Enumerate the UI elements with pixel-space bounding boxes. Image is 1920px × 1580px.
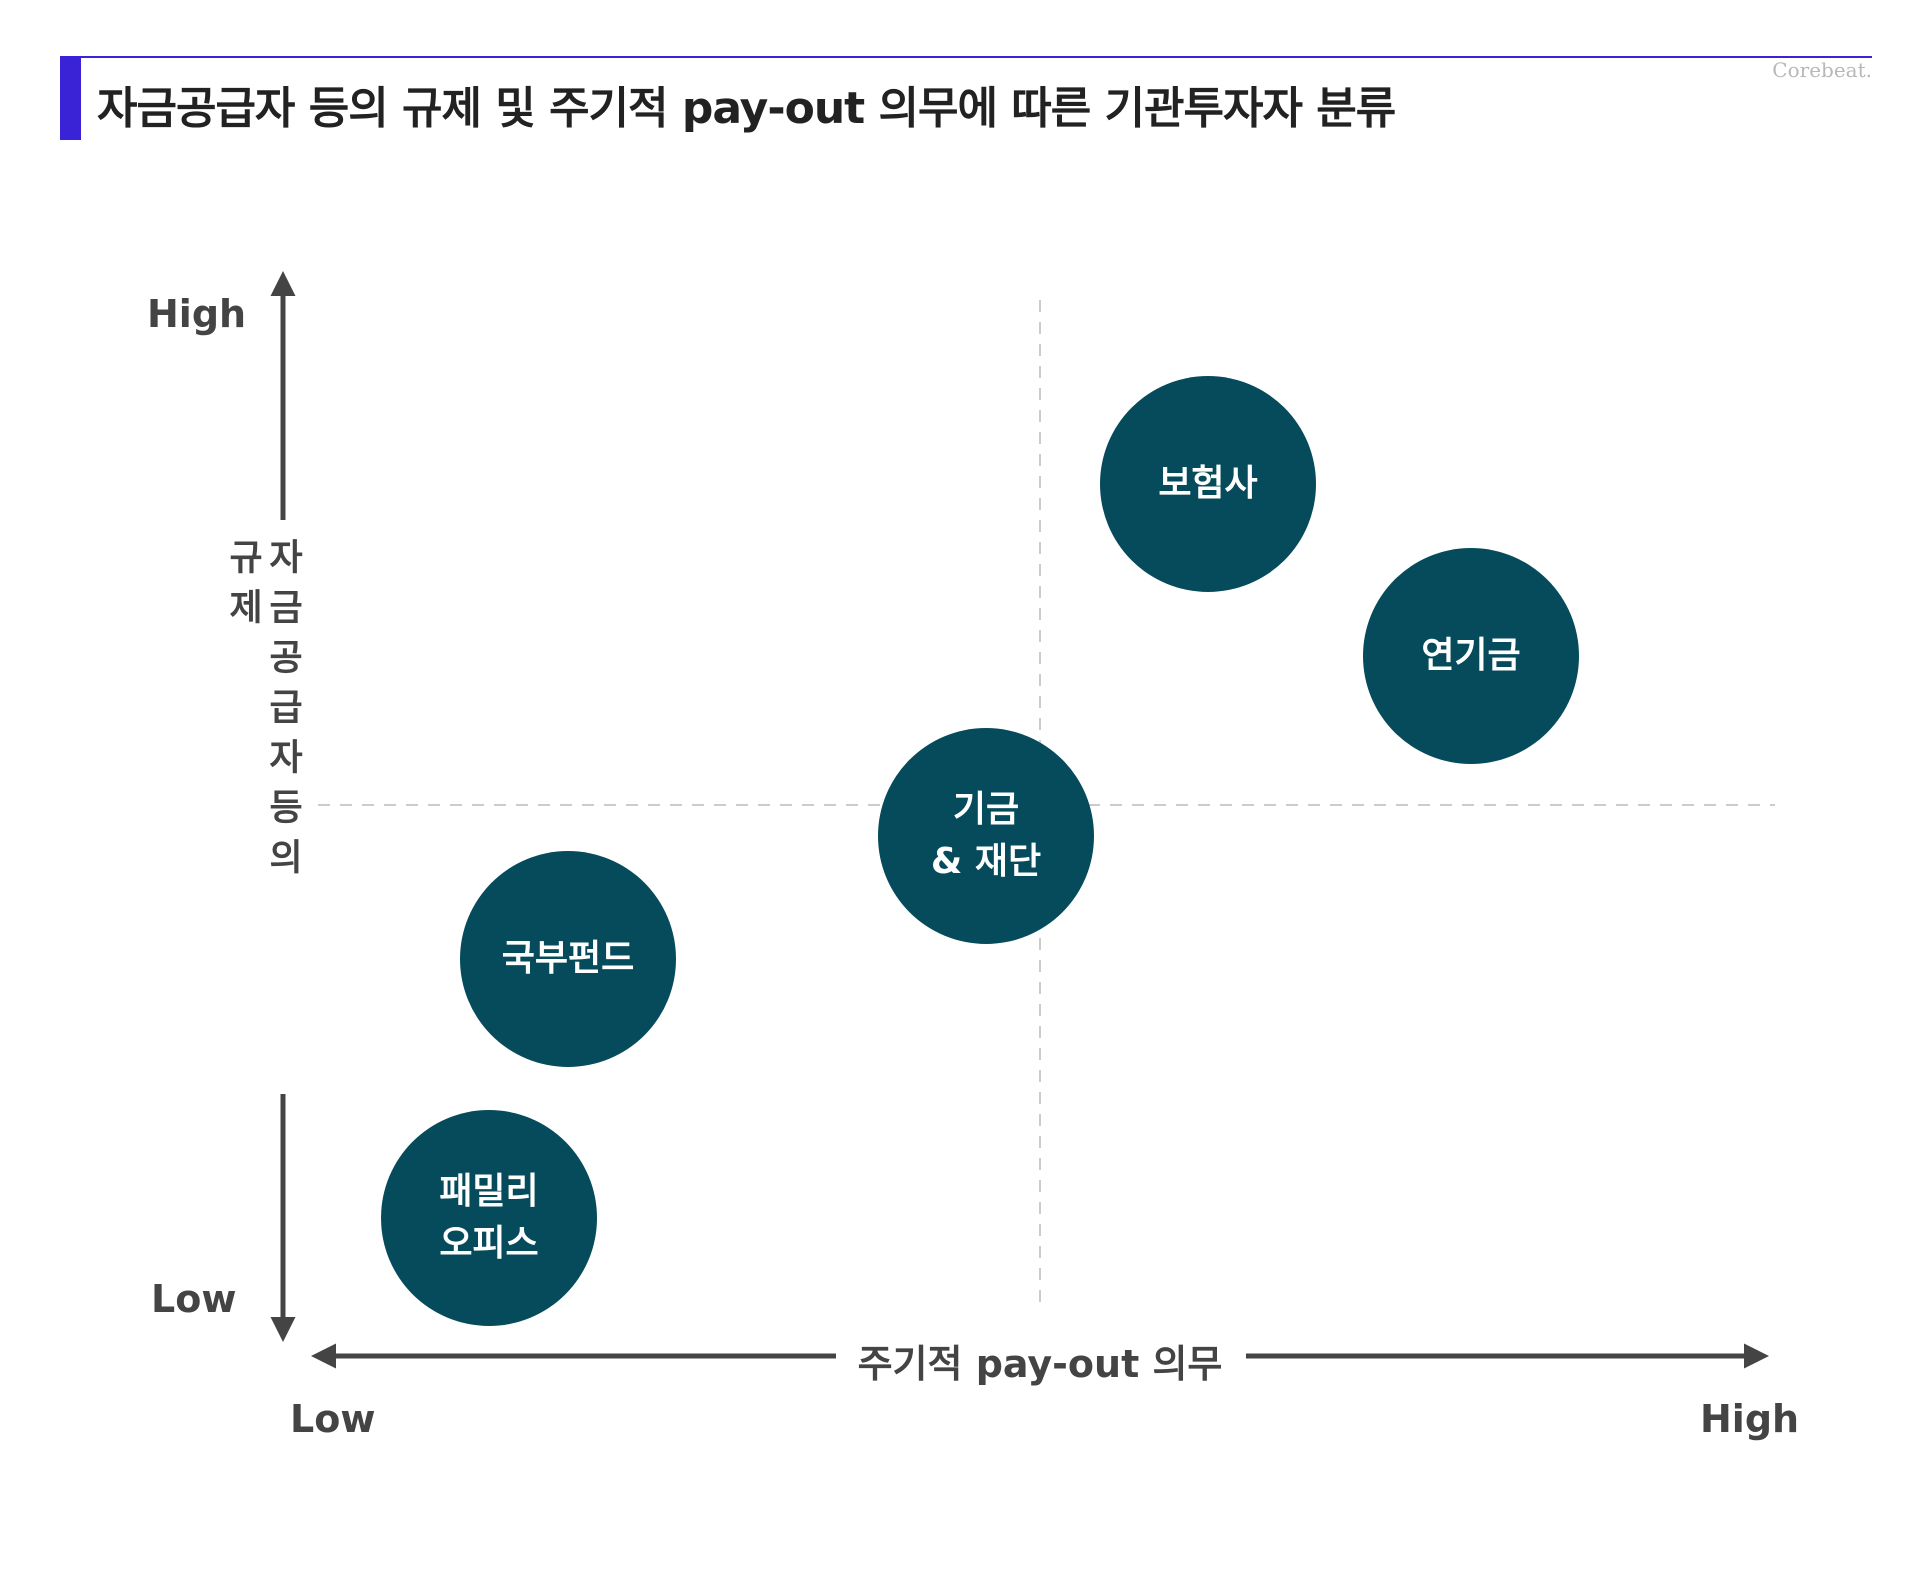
bubble-family-office: 패밀리 오피스 [381,1110,597,1326]
bubble-label: 기금 & 재단 [930,789,1042,882]
x-axis-high-label: High [1700,1397,1800,1441]
bubble-label: 보험사 [1158,463,1258,504]
bubble-endowment-foundation: 기금 & 재단 [878,728,1094,944]
x-axis-low-label: Low [290,1397,376,1441]
y-axis-low-label: Low [151,1277,237,1321]
bubble-label: 패밀리 오피스 [439,1171,539,1264]
bubble-label: 연기금 [1421,635,1521,676]
bubble-sovereign-wealth-fund: 국부펀드 [460,851,676,1067]
x-axis-title: 주기적 pay-out 의무 [857,1342,1223,1386]
page-title: 자금공급자 등의 규제 및 주기적 pay-out 의무에 따른 기관투자자 분… [97,83,1396,134]
brand-logo: Corebeat. [1772,58,1872,82]
bubble-insurance: 보험사 [1100,376,1316,592]
bubble-label: 국부펀드 [501,938,635,979]
title-accent-bar [60,58,81,140]
y-axis-title: 자금공급자등의 규제 [222,538,303,888]
header-rule [60,56,1872,58]
bubble-pension-fund: 연기금 [1363,548,1579,764]
y-axis-high-label: High [147,292,247,336]
